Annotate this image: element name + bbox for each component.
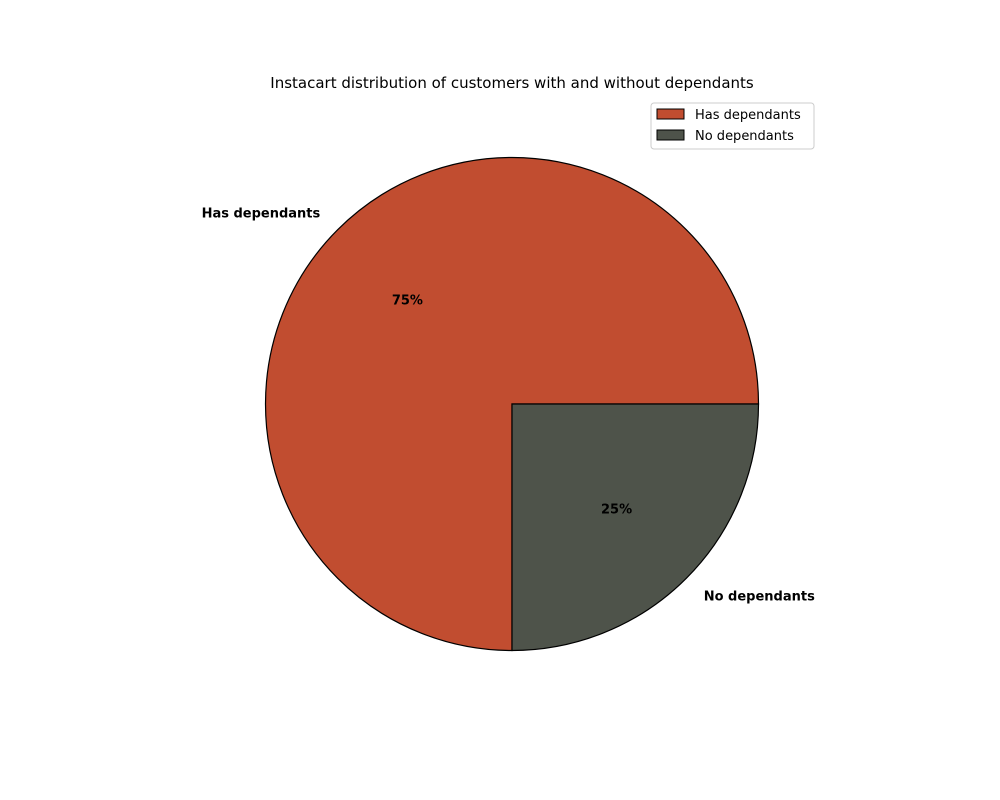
legend-swatch-no-dependants bbox=[656, 129, 685, 141]
slice-label-no-dependants: No dependants bbox=[704, 590, 815, 605]
slice-label-has-dependants: Has dependants bbox=[202, 206, 321, 221]
pie-labels: Has dependants 75% No dependants 25% bbox=[202, 206, 816, 604]
percent-label-no-dependants: 25% bbox=[601, 503, 632, 518]
legend-label-no-dependants: No dependants bbox=[695, 129, 794, 144]
pie-slice-no-dependants bbox=[511, 403, 760, 652]
percent-label-has-dependants: 75% bbox=[392, 293, 423, 308]
chart-title: Instacart distribution of customers with… bbox=[270, 74, 754, 92]
legend-frame bbox=[650, 102, 815, 150]
legend: Has dependants No dependants bbox=[650, 102, 815, 150]
pie-slices bbox=[264, 156, 760, 652]
legend-label-has-dependants: Has dependants bbox=[695, 108, 801, 123]
pie-slice-has-dependants bbox=[264, 156, 760, 652]
legend-swatch-has-dependants bbox=[656, 108, 685, 120]
